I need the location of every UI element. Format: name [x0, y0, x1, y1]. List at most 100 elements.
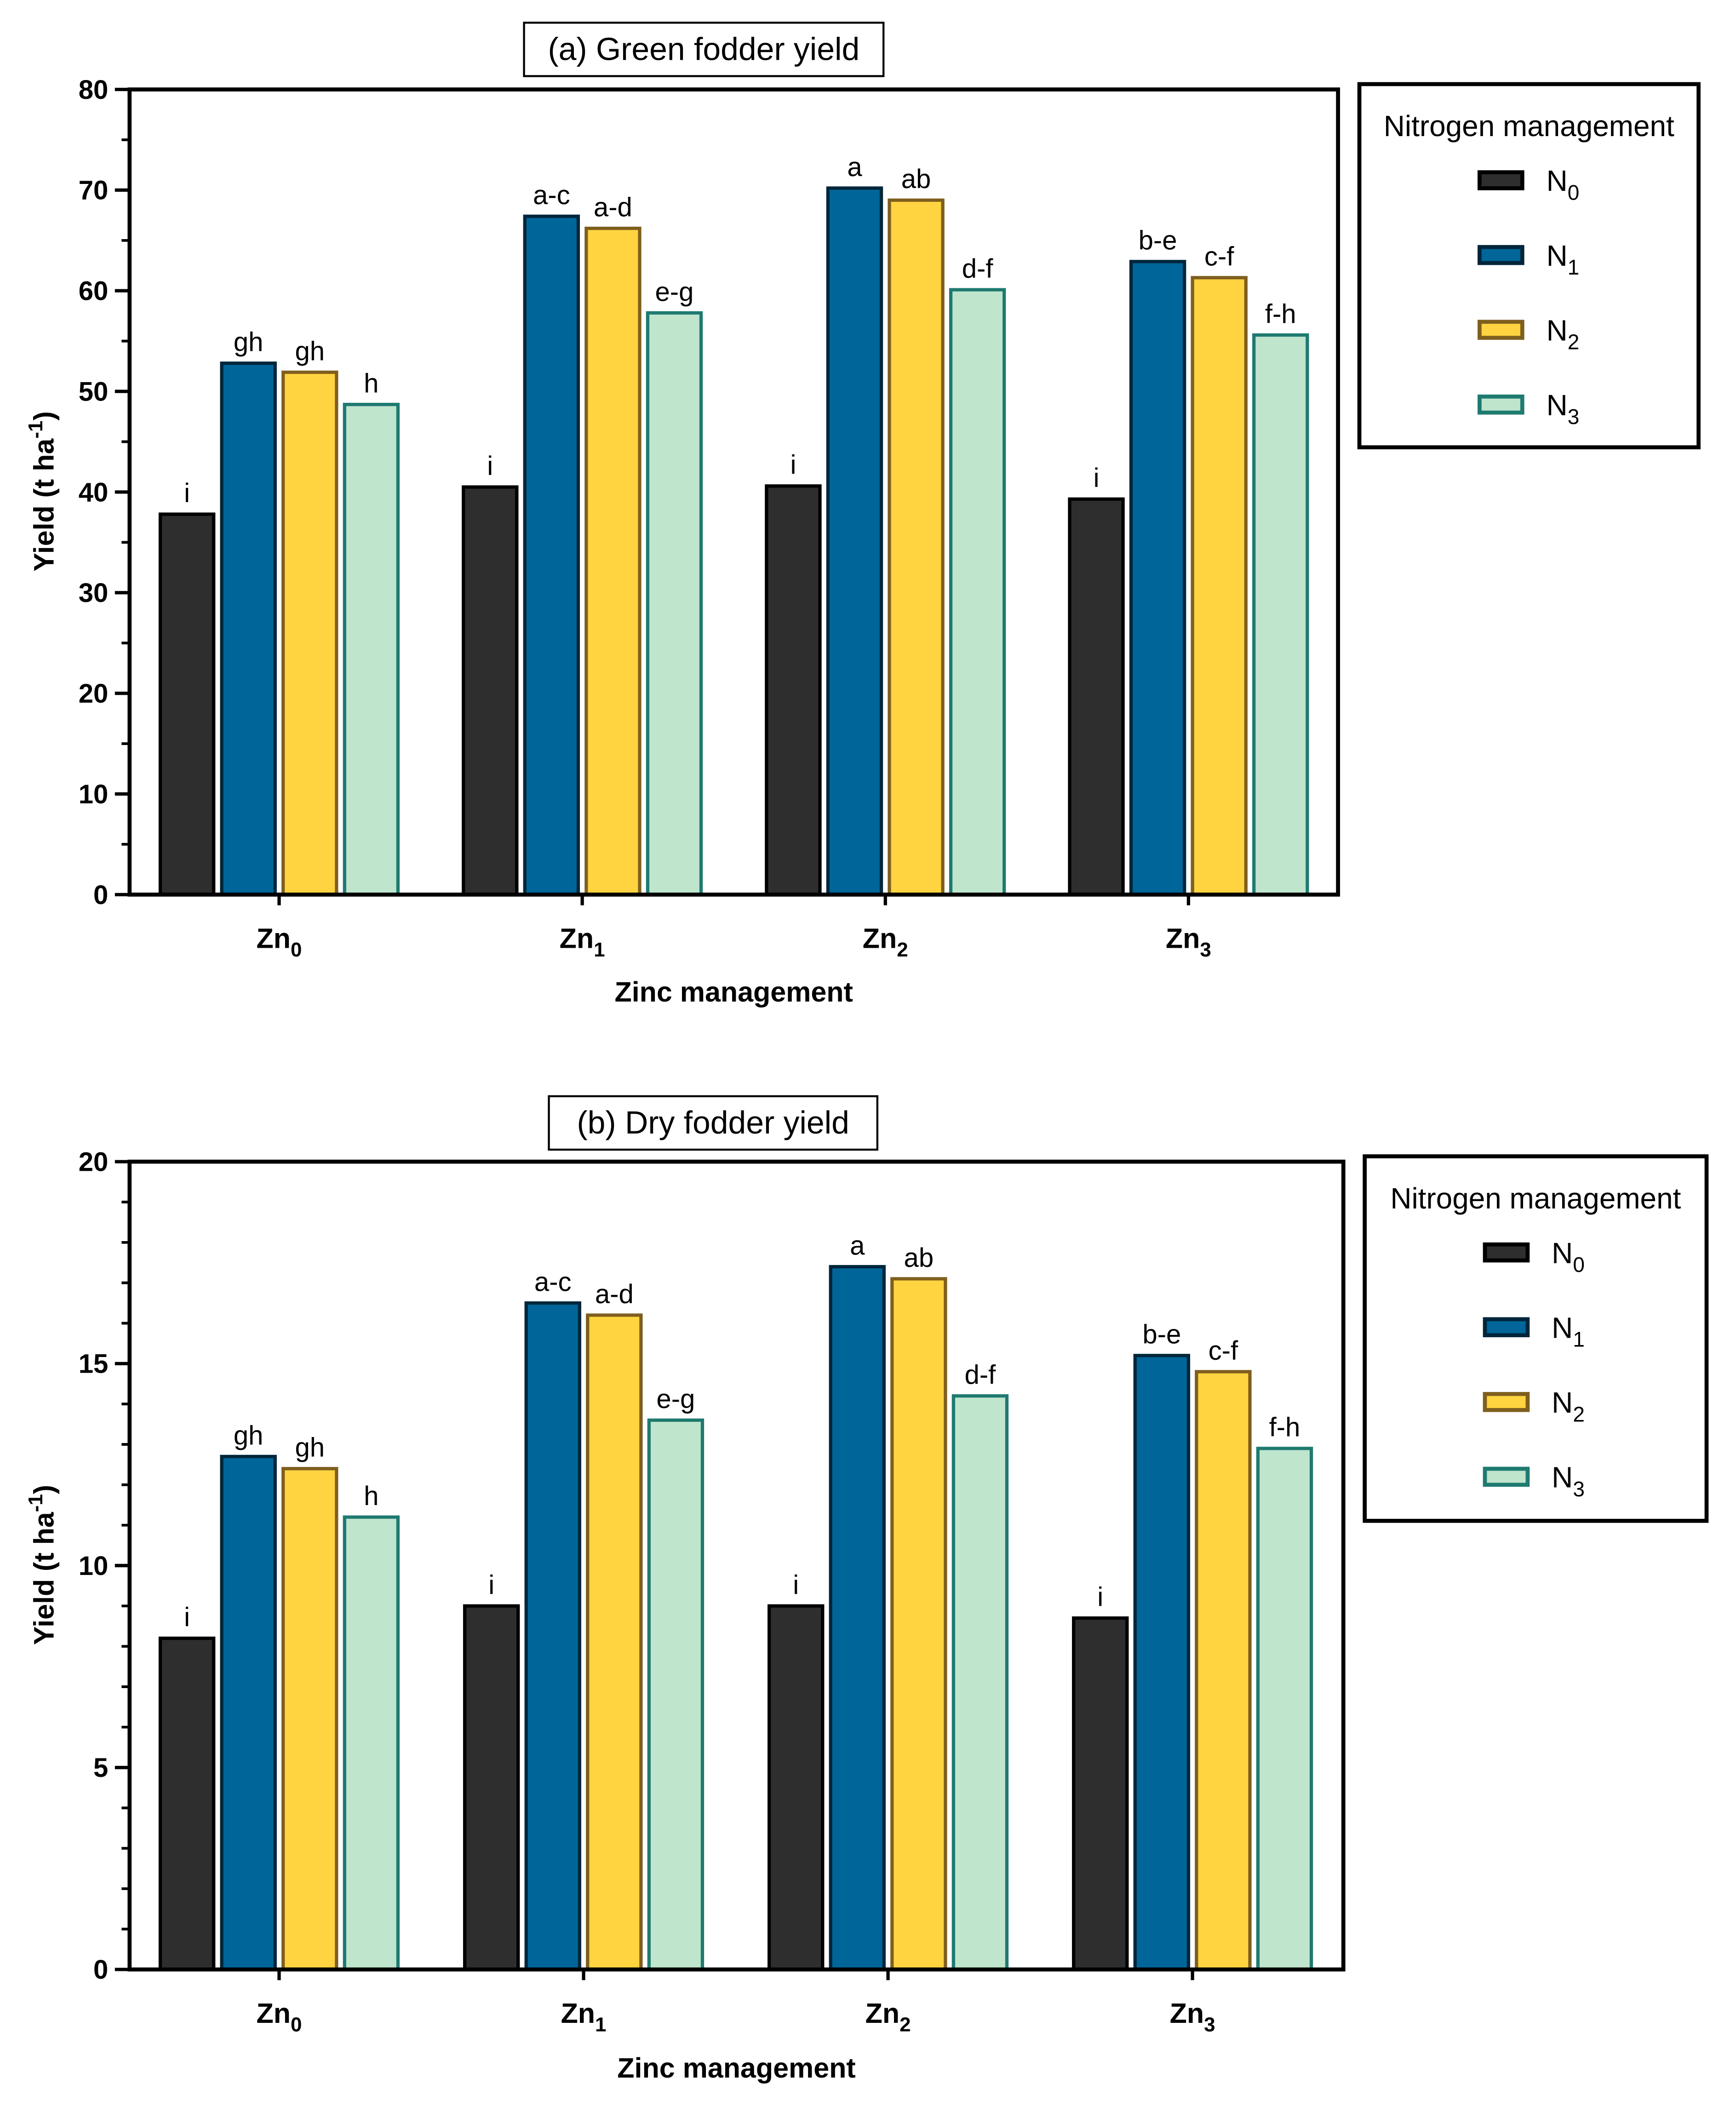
legend-item-N0-sub: 0	[1568, 180, 1580, 204]
data-label: f-h	[1269, 1413, 1301, 1443]
y-tick-label: 20	[79, 679, 109, 709]
bar-N0-1	[462, 485, 519, 897]
bar-N3-3	[1256, 1447, 1313, 1971]
y-axis-label-end: )	[28, 411, 59, 420]
legend-item-N1-base: N	[1547, 239, 1568, 272]
x-axis-label: Zinc management	[615, 976, 853, 1008]
data-label: e-g	[656, 1384, 695, 1414]
x-tick-label: Zn1	[561, 1998, 607, 2036]
chart-b: ii i igha-cab-egha-dabc-fhe-gd-ff-h0510152…	[24, 1095, 1709, 2084]
bar-N0-0	[158, 512, 216, 897]
data-label: a	[847, 152, 862, 182]
data-label: ab	[904, 1243, 934, 1273]
legend-item-N2-base: N	[1547, 314, 1568, 347]
bar-N3-2	[951, 1394, 1009, 1971]
x-tick-label-base: Zn	[863, 923, 897, 954]
y-tick-label: 10	[79, 1551, 109, 1581]
bar-N1-0	[220, 1454, 277, 1971]
y-tick-label: 50	[79, 377, 109, 407]
legend-swatch-N3	[1483, 1466, 1530, 1487]
x-tick-label-base: Zn	[1166, 923, 1200, 954]
x-tick-label-base: Zn	[1170, 1998, 1204, 2029]
y-tick-label: 15	[79, 1349, 109, 1379]
chart-title: (b) Dry fodder yield	[577, 1105, 849, 1140]
y-tick-label: 5	[93, 1753, 108, 1783]
bar-N0-3	[1072, 1616, 1129, 1971]
legend-item-N3-base: N	[1552, 1461, 1573, 1494]
data-label: h	[364, 1481, 378, 1511]
legend-item-N1: N1	[1547, 239, 1580, 279]
data-label: h	[364, 368, 378, 398]
data-label: a-d	[594, 192, 632, 222]
y-tick-label: 40	[79, 477, 109, 507]
bar-N1-1	[524, 1301, 581, 1971]
legend-title: Nitrogen management	[1390, 1182, 1681, 1215]
x-tick-label-sub: 0	[291, 2013, 302, 2036]
data-label: i	[184, 1603, 190, 1632]
bar-N1-3	[1133, 1354, 1191, 1971]
legend-swatch-N0	[1478, 170, 1524, 190]
data-label: e-g	[655, 277, 694, 307]
data-label: c-f	[1204, 242, 1234, 272]
data-label: a	[850, 1231, 865, 1260]
legend-item-N0: N0	[1552, 1237, 1585, 1277]
data-label: i	[488, 1570, 494, 1600]
legend-swatch-N1	[1483, 1317, 1530, 1338]
legend-item-N2-base: N	[1552, 1386, 1573, 1419]
x-tick-label-sub: 2	[897, 939, 908, 961]
legend-item-N0-base: N	[1552, 1237, 1573, 1270]
legend-item-N2: N2	[1547, 314, 1580, 354]
x-axis-label: Zinc management	[617, 2052, 855, 2084]
data-label: i	[487, 451, 493, 481]
data-label: a-c	[533, 180, 570, 210]
y-axis-label-base: Yield (t ha	[28, 438, 59, 572]
legend-title: Nitrogen management	[1384, 109, 1674, 143]
bar-N0-1	[463, 1604, 520, 1971]
data-label: b-e	[1139, 226, 1177, 256]
y-tick-label: 20	[79, 1147, 109, 1177]
bar-N1-0	[220, 361, 277, 897]
legend-swatch-N2	[1478, 320, 1524, 340]
chart-title-box	[523, 22, 885, 77]
bar-N1-2	[826, 186, 883, 897]
legend-box	[1363, 1154, 1709, 1523]
x-tick-label: Zn1	[560, 923, 605, 961]
bar-N2-0	[281, 1467, 338, 1971]
bar-N1-2	[829, 1265, 886, 1971]
y-tick-label: 0	[93, 1955, 108, 1985]
chart-a: ii i igha-cab-egha-dabc-fhe-gd-ff-h0102030…	[24, 22, 1701, 1008]
x-tick-label-base: Zn	[257, 1998, 291, 2029]
data-label: i	[793, 1570, 799, 1600]
y-axis-label-base: Yield (t ha	[28, 1512, 59, 1645]
legend-item-N3: N3	[1547, 389, 1580, 429]
data-label: a-c	[534, 1267, 572, 1297]
x-tick-label-sub: 0	[291, 939, 302, 961]
y-axis-label-sup: -1	[24, 421, 47, 439]
x-tick-label: Zn2	[865, 1998, 911, 2036]
chart-title: (a) Green fodder yield	[548, 31, 859, 67]
data-label: i	[184, 478, 190, 508]
bar-N0-0	[158, 1637, 216, 1971]
bar-N1-3	[1129, 260, 1186, 897]
legend-swatch-N3	[1478, 395, 1524, 415]
x-tick-label: Zn3	[1170, 1998, 1215, 2036]
legend-item-N1-sub: 1	[1568, 255, 1580, 279]
x-tick-label-sub: 2	[900, 2013, 911, 2036]
data-label: b-e	[1142, 1320, 1181, 1350]
x-tick-label: Zn2	[863, 923, 908, 961]
data-label: i	[1097, 1582, 1103, 1612]
data-label: gh	[234, 327, 264, 357]
bar-N1-1	[523, 214, 580, 897]
x-tick-label-base: Zn	[560, 923, 594, 954]
y-tick-label: 10	[79, 779, 109, 809]
y-tick-label: 60	[79, 276, 109, 306]
bar-N3-0	[343, 402, 400, 897]
bar-N2-2	[888, 198, 945, 897]
legend-item-N2: N2	[1552, 1386, 1585, 1426]
bar-N3-2	[949, 288, 1006, 897]
data-label: gh	[295, 1433, 325, 1463]
bar-N3-3	[1252, 333, 1309, 897]
